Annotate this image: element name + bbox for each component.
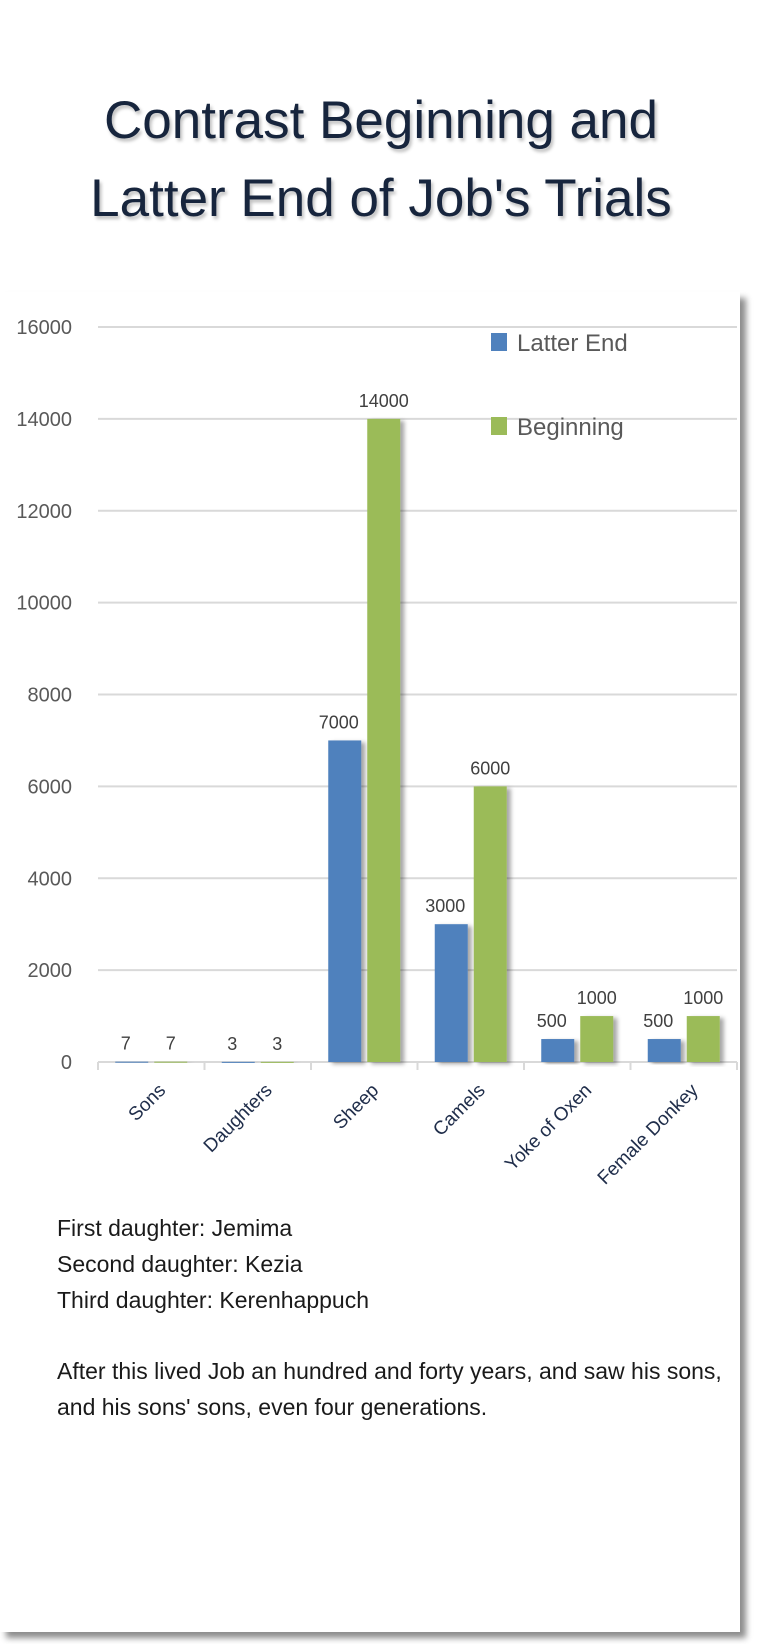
- bar-beginning: [686, 1016, 720, 1062]
- x-tick-label: Yoke of Oxen: [501, 1080, 596, 1175]
- y-tick-label: 0: [61, 1052, 72, 1074]
- bar-beginning: [580, 1016, 614, 1062]
- data-label: 500: [537, 1011, 567, 1031]
- data-label: 6000: [470, 758, 510, 778]
- legend-label: Latter End: [517, 330, 628, 357]
- data-label: 3: [227, 1034, 237, 1054]
- legend-swatch: [491, 333, 507, 351]
- y-tick-label: 2000: [28, 960, 73, 982]
- legend-swatch: [491, 417, 507, 435]
- y-tick-label: 12000: [16, 501, 72, 523]
- y-tick-label: 8000: [28, 685, 73, 707]
- data-label: 1000: [577, 988, 617, 1008]
- y-tick-label: 16000: [16, 317, 72, 339]
- data-label: 1000: [683, 988, 723, 1008]
- bar-latter-end: [221, 1061, 255, 1063]
- bar-beginning: [473, 786, 507, 1062]
- data-label: 7: [121, 1034, 131, 1054]
- page-title: Contrast Beginning and Latter End of Job…: [0, 82, 762, 238]
- x-tick-label: Female Donkey: [594, 1080, 703, 1189]
- title-line-2: Latter End of Job's Trials: [90, 169, 672, 228]
- x-tick-label: Sons: [125, 1080, 170, 1125]
- notes: First daughter: Jemima Second daughter: …: [57, 1210, 737, 1425]
- y-tick-label: 6000: [28, 776, 73, 798]
- bar-latter-end: [434, 924, 468, 1062]
- legend-label: Beginning: [517, 414, 624, 441]
- bar-latter-end: [541, 1039, 575, 1062]
- data-label: 7000: [319, 712, 359, 732]
- data-label: 3000: [425, 896, 465, 916]
- bar-latter-end: [115, 1061, 149, 1063]
- data-label: 14000: [359, 391, 409, 411]
- bar-beginning: [154, 1061, 188, 1063]
- note-line: Third daughter: Kerenhappuch: [57, 1287, 369, 1313]
- y-tick-label: 10000: [16, 593, 72, 615]
- x-tick-label: Camels: [429, 1080, 489, 1140]
- y-tick-label: 14000: [16, 409, 72, 431]
- data-label: 3: [272, 1034, 282, 1054]
- data-label: 7: [166, 1034, 176, 1054]
- note-paragraph: After this lived Job an hundred and fort…: [57, 1358, 722, 1420]
- bar-beginning: [260, 1061, 294, 1063]
- title-line-1: Contrast Beginning and: [104, 91, 658, 150]
- bar-latter-end: [328, 740, 362, 1062]
- data-label: 500: [643, 1011, 673, 1031]
- note-line: First daughter: Jemima: [57, 1215, 293, 1241]
- bar-latter-end: [647, 1039, 681, 1062]
- x-tick-label: Sheep: [329, 1080, 383, 1134]
- note-line: Second daughter: Kezia: [57, 1251, 303, 1277]
- x-tick-label: Daughters: [200, 1080, 277, 1157]
- y-tick-label: 4000: [28, 868, 73, 890]
- bar-beginning: [367, 418, 401, 1062]
